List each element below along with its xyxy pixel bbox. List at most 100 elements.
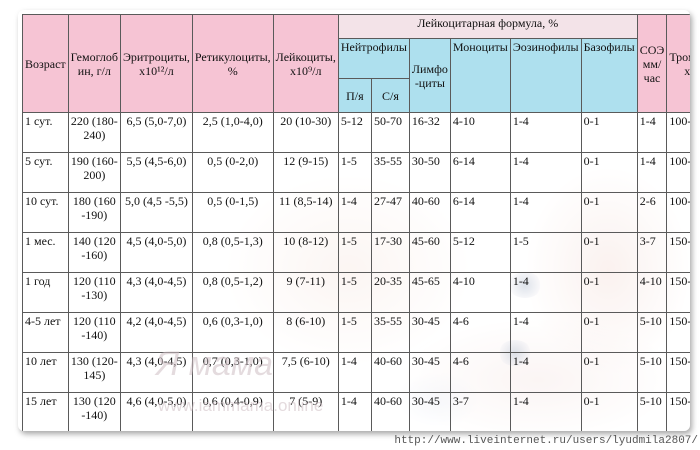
cell-hgb: 190 (160-200): [67, 152, 122, 193]
cell-age: 15 лет: [22, 392, 69, 431]
cell-esr: 5-10: [636, 392, 668, 431]
cell-esr: 5-10: [636, 312, 668, 353]
cell-bas: 0-1: [580, 232, 638, 273]
cell-wbc: 8 (6-10): [272, 312, 339, 353]
cell-band: 1-5: [337, 272, 372, 313]
table-row: 15 лет 130 (120 -140) 4,6 (4,0-5,0) 0,6 (0,…: [22, 392, 690, 431]
table-row: 1 мес. 140 (120 -160) 4,5 (4,0-5,0) 0,8 (0,…: [22, 232, 690, 273]
cell-wbc: 9 (7-11): [272, 272, 339, 313]
header-leukocyte-formula: Лейкоцитарная формула, %: [337, 14, 638, 39]
cell-eos: 1-4: [509, 392, 582, 431]
cell-plt: 150-350: [666, 312, 690, 353]
cell-wbc: 7,5 (6-10): [272, 352, 339, 393]
cell-bas: 0-1: [580, 192, 638, 233]
table-row: 10 сут. 180 (160 -190) 5,0 (4,5 -5,5) 0,5 (…: [22, 192, 690, 233]
cell-esr: 2-6: [636, 192, 668, 233]
cell-band: 5-12: [337, 112, 372, 153]
cell-age: 10 сут.: [22, 192, 69, 233]
cell-hgb: 140 (120 -160): [67, 232, 122, 273]
cell-age: 4-5 лет: [22, 312, 69, 353]
cell-plt: 100-300: [666, 152, 690, 193]
cell-plt: 100-300: [666, 112, 690, 153]
cell-hgb: 130 (120 -140): [67, 392, 122, 431]
header-eosinophils: Эозинофилы: [509, 38, 582, 113]
watermark-site: www.iammama.online: [158, 396, 324, 415]
cell-mon: 6-14: [449, 192, 511, 233]
header-neutrophils: Нейтрофилы: [337, 38, 410, 79]
header-reticulocytes: Ретикулоциты, %: [191, 14, 274, 113]
cell-plt: 150-300: [666, 232, 690, 273]
cell-mon: 3-7: [449, 392, 511, 431]
cell-bas: 0-1: [580, 392, 638, 431]
header-band-neutrophils: П/я: [337, 78, 372, 113]
cell-seg: 50-70: [370, 112, 410, 153]
cell-seg: 27-47: [370, 192, 410, 233]
cell-wbc: 10 (8-12): [272, 232, 339, 273]
cell-plt: 100-300: [666, 192, 690, 233]
cell-band: 1-5: [337, 312, 372, 353]
cell-age: 1 сут.: [22, 112, 69, 153]
cell-rbc: 4,3 (4,0-4,5): [120, 272, 193, 313]
cell-seg: 35-55: [370, 312, 410, 353]
cell-bas: 0-1: [580, 152, 638, 193]
cell-rbc: 5,5 (4,5-6,0): [120, 152, 193, 193]
cell-mon: 5-12: [449, 232, 511, 273]
cell-eos: 1-4: [509, 272, 582, 313]
cell-ret: 2,5 (1,0-4,0): [191, 112, 274, 153]
cell-lym: 30-45: [408, 312, 451, 353]
cell-lym: 45-60: [408, 232, 451, 273]
cell-band: 1-5: [337, 152, 372, 193]
table-row: 4-5 лет 120 (110 -140) 4,2 (4,0-4,5) 0,6 (0…: [22, 312, 690, 353]
cell-bas: 0-1: [580, 312, 638, 353]
header-esr: СОЭ мм/час: [636, 14, 668, 113]
cell-seg: 40-60: [370, 352, 410, 393]
cell-ret: 0,8 (0,5-1,3): [191, 232, 274, 273]
table-row: 1 год 120 (110 -130) 4,3 (4,0-4,5) 0,8 (0,5…: [22, 272, 690, 313]
cell-mon: 4-6: [449, 352, 511, 393]
cell-mon: 4-10: [449, 112, 511, 153]
cell-bas: 0-1: [580, 272, 638, 313]
cell-band: 1-4: [337, 352, 372, 393]
cell-eos: 1-4: [509, 112, 582, 153]
cell-seg: 17-30: [370, 232, 410, 273]
cell-eos: 1-4: [509, 352, 582, 393]
cell-age: 1 год: [22, 272, 69, 313]
cell-plt: 150-350: [666, 392, 690, 431]
header-platelets: Тромбоциты х10⁹ /л: [666, 14, 690, 113]
cell-lym: 45-65: [408, 272, 451, 313]
cell-eos: 1-5: [509, 232, 582, 273]
header-lymphocytes: Лимфо -циты: [408, 38, 451, 113]
cell-eos: 1-4: [509, 152, 582, 193]
header-hemoglobin: Гемоглоб ин, г/л: [67, 14, 122, 113]
watermark-brand: Я мама: [156, 345, 274, 383]
cell-ret: 0,5 (0-2,0): [191, 152, 274, 193]
cell-rbc: 4,3 (4,0-4,5): [120, 352, 193, 393]
cell-ret: 0,5 (0-1,5): [191, 192, 274, 233]
cell-ret: 0,6 (0,4-0,9): [191, 392, 274, 431]
table-row: 5 сут. 190 (160-200) 5,5 (4,5-6,0) 0,5 (0-2…: [22, 152, 690, 193]
cell-hgb: 120 (110 -140): [67, 312, 122, 353]
cell-eos: 1-4: [509, 312, 582, 353]
header-segmented-neutrophils: С/я: [370, 78, 410, 113]
cell-wbc: 20 (10-30): [272, 112, 339, 153]
cell-rbc: 4,6 (4,0-5,0): [120, 392, 193, 431]
cell-ret: 0,8 (0,5-1,2): [191, 272, 274, 313]
cell-hgb: 180 (160 -190): [67, 192, 122, 233]
cell-rbc: 5,0 (4,5 -5,5): [120, 192, 193, 233]
cell-seg: 35-55: [370, 152, 410, 193]
cell-wbc: 7 (5-9): [272, 392, 339, 431]
table-row: 1 сут. 220 (180-240) 6,5 (5,0-7,0) 2,5 (1,0…: [22, 112, 690, 153]
cell-esr: 1-4: [636, 152, 668, 193]
cell-age: 5 сут.: [22, 152, 69, 193]
cell-seg: 40-60: [370, 392, 410, 431]
cell-lym: 30-45: [408, 392, 451, 431]
cell-wbc: 12 (9-15): [272, 152, 339, 193]
cell-band: 1-5: [337, 232, 372, 273]
cell-ret: 0,7 (0,3-1,0): [191, 352, 274, 393]
cell-esr: 1-4: [636, 112, 668, 153]
cell-mon: 6-14: [449, 152, 511, 193]
cell-esr: 4-10: [636, 272, 668, 313]
cell-plt: 150-350: [666, 352, 690, 393]
cell-hgb: 120 (110 -130): [67, 272, 122, 313]
cell-esr: 3-7: [636, 232, 668, 273]
